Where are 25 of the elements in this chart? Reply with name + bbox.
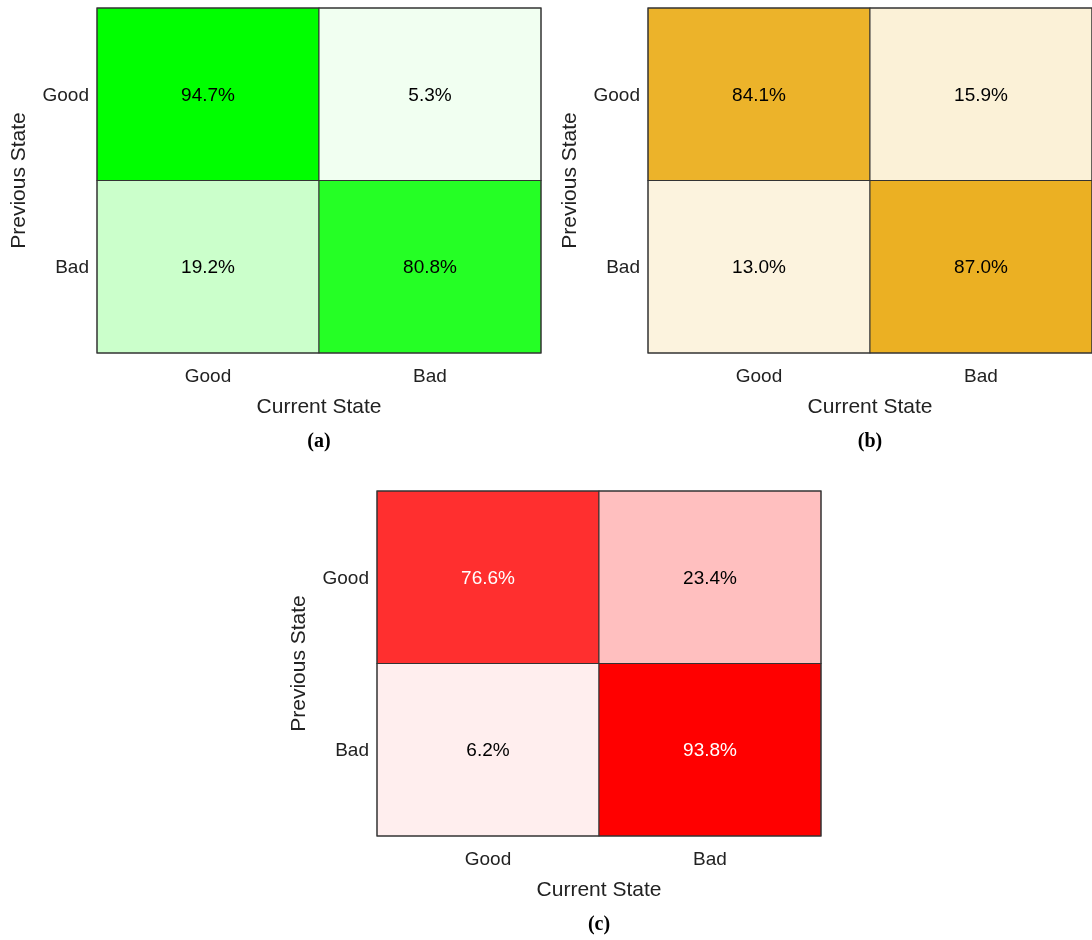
data-label: 23.4% xyxy=(683,566,738,588)
data-label: 15.9% xyxy=(954,83,1009,105)
x-tick-label: Bad xyxy=(964,365,998,386)
y-axis-title: Previous State xyxy=(6,112,29,249)
text: (c) xyxy=(587,912,611,935)
x-axis-title: Current State xyxy=(256,394,382,417)
data-label: 6.2% xyxy=(466,739,510,761)
x-tick-label: Good xyxy=(735,365,783,386)
data-label: 80.8% xyxy=(403,256,458,278)
x-tick-label: Good xyxy=(184,365,232,386)
data-label: 76.6% xyxy=(461,566,516,588)
x-axis-title: Current State xyxy=(536,877,662,900)
data-label: 84.1% xyxy=(732,83,787,105)
y-axis-title: Previous State xyxy=(286,595,309,732)
x-axis-title: Current State xyxy=(807,394,933,417)
y-axis-title: Previous State xyxy=(557,112,580,249)
data-label: 94.7% xyxy=(181,83,236,105)
x-tick-label: Bad xyxy=(413,365,447,386)
data-label: 19.2% xyxy=(181,256,236,278)
data-label: 5.3% xyxy=(408,83,452,105)
data-label: 93.8% xyxy=(683,739,738,761)
text: (a) xyxy=(307,429,331,452)
data-label: 87.0% xyxy=(954,256,1009,278)
text: (b) xyxy=(857,429,883,452)
data-label: 13.0% xyxy=(732,256,787,278)
